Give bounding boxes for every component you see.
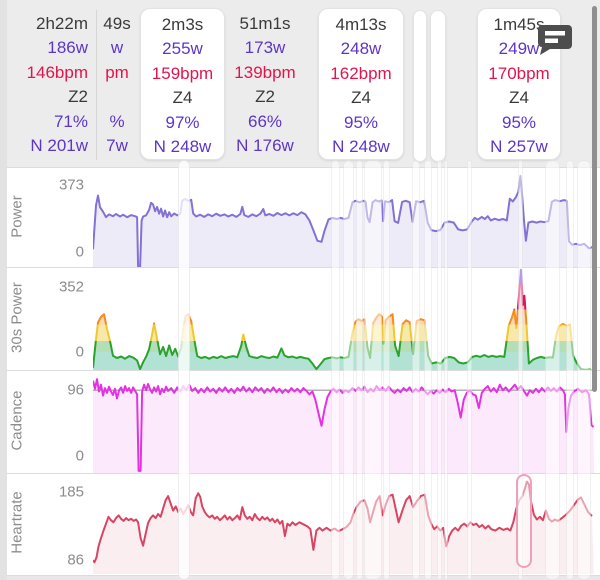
card-zone: Z4 [172, 88, 193, 108]
cadence-chart[interactable] [93, 371, 594, 473]
card-duration: 49s [103, 14, 131, 33]
card-zone: Z4 [351, 88, 371, 108]
power-tick-zero: 0 [75, 243, 84, 261]
card-power: 249w [498, 39, 540, 59]
card-pct: 71% [53, 111, 88, 131]
heartrate-tick-max: 185 [58, 483, 84, 501]
card-np: N 176w [236, 136, 294, 156]
interval-card-51m1s[interactable]: 51m1s 173w 139bpm Z2 66% N 176w [226, 8, 304, 160]
card-power: 173w [244, 38, 286, 58]
card-hr: 146bpm [26, 62, 88, 82]
power30s-tick-zero: 0 [75, 343, 84, 361]
card-hr: 162bpm [330, 63, 392, 83]
card-power: 186w [47, 38, 88, 58]
card-duration: 4m13s [335, 15, 387, 34]
interval-cards-header: 2h22m 186w 146bpm Z2 71% N 201w 49s w pm % 7w 2m3s… [0, 0, 600, 167]
card-pct: % [109, 111, 125, 131]
card-duration: 51m1s [239, 14, 291, 33]
card-hr: 139bpm [234, 62, 296, 82]
card-np: 7w [106, 136, 128, 156]
cadence-tick-max: 96 [67, 381, 84, 399]
power-30s-chart[interactable] [93, 268, 594, 370]
charts-stack: Power 373 0 30s Power 352 0 Cadence 96 0… [0, 167, 600, 574]
card-pct: 95% [501, 112, 537, 132]
interval-card-2h22m[interactable]: 2h22m 186w 146bpm Z2 71% N 201w [14, 8, 96, 160]
chart-row-power[interactable]: Power 373 0 [0, 167, 600, 267]
card-zone: Z4 [509, 88, 529, 108]
chart-row-heartrate[interactable]: Heartrate 185 86 [0, 473, 600, 574]
card-np: N 201w [30, 136, 88, 156]
interval-card-narrow-1[interactable] [413, 10, 427, 162]
card-hr: 159bpm [151, 63, 214, 83]
card-zone: Z2 [255, 87, 275, 107]
card-pct: 66% [247, 111, 283, 131]
card-pct: 97% [165, 112, 200, 132]
interval-card-49s[interactable]: 49s w pm % 7w [97, 8, 137, 160]
power-line [93, 175, 594, 267]
cadence-line [93, 378, 594, 472]
heartrate-line [93, 480, 593, 564]
30s-power-area [93, 269, 594, 370]
comment-icon [538, 25, 572, 55]
comment-button[interactable] [536, 22, 574, 56]
card-zone [97, 85, 137, 109]
card-zone: Z2 [68, 87, 88, 107]
chart-row-30s-power[interactable]: 30s Power 352 0 [0, 267, 600, 370]
next-chart-edge [0, 575, 600, 580]
interval-card-2m3s[interactable]: 2m3s 255w 159bpm Z4 97% N 248w [140, 8, 225, 160]
heartrate-tick-zero: 86 [67, 551, 84, 569]
chart-row-cadence[interactable]: Cadence 96 0 [0, 370, 600, 473]
card-power: 255w [162, 39, 203, 59]
card-power: w [110, 38, 124, 58]
power-chart[interactable] [93, 168, 594, 267]
card-np: N 257w [490, 137, 548, 157]
left-edge-strip [0, 0, 7, 580]
interval-card-4m13s[interactable]: 4m13s 248w 162bpm Z4 95% N 248w [318, 8, 404, 160]
card-duration: 2h22m [36, 14, 88, 33]
heartrate-chart[interactable] [93, 474, 594, 574]
header-divider [96, 10, 97, 160]
card-power: 248w [340, 39, 382, 59]
card-pct: 95% [343, 112, 379, 132]
card-np: N 248w [153, 137, 212, 157]
vertical-scrollbar[interactable] [592, 6, 597, 392]
interval-card-narrow-2[interactable] [430, 10, 446, 162]
30s-power-line [93, 268, 592, 370]
power30s-tick-max: 352 [58, 278, 84, 296]
card-duration: 2m3s [161, 15, 204, 34]
card-np: N 248w [332, 137, 390, 157]
cadence-tick-zero: 0 [75, 447, 84, 465]
card-hr: pm [105, 62, 129, 82]
power-tick-max: 373 [58, 176, 84, 194]
card-hr: 170bpm [488, 63, 550, 83]
card-duration: 1m45s [493, 15, 545, 34]
